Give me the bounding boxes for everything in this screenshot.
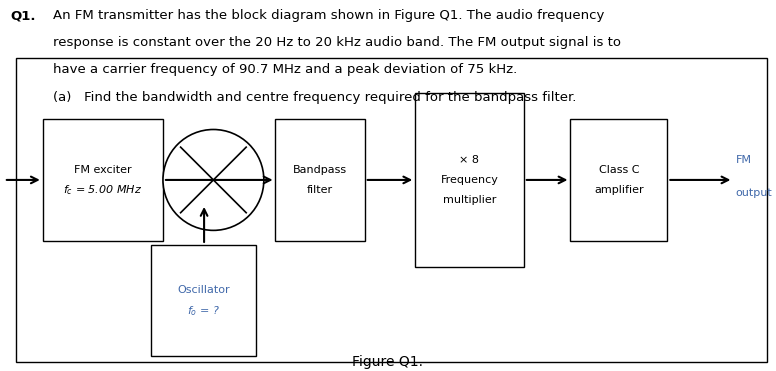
Text: Frequency: Frequency	[441, 175, 498, 185]
Text: amplifier: amplifier	[594, 185, 643, 195]
Bar	[151, 245, 256, 356]
Text: (a)   Find the bandwidth and centre frequency required for the bandpass filter.: (a) Find the bandwidth and centre freque…	[53, 91, 576, 104]
Bar	[43, 119, 163, 241]
Text: Figure Q1.: Figure Q1.	[352, 355, 424, 369]
Bar	[570, 119, 667, 241]
Bar	[16, 58, 767, 362]
Text: have a carrier frequency of 90.7 MHz and a peak deviation of 75 kHz.: have a carrier frequency of 90.7 MHz and…	[53, 63, 517, 76]
Text: output: output	[736, 188, 772, 198]
Text: filter: filter	[307, 185, 333, 195]
Text: FM: FM	[736, 155, 752, 164]
Text: An FM transmitter has the block diagram shown in Figure Q1. The audio frequency: An FM transmitter has the block diagram …	[53, 9, 605, 22]
Text: Oscillator: Oscillator	[178, 285, 230, 295]
Text: $f_o$ = ?: $f_o$ = ?	[187, 304, 220, 318]
Text: FM exciter: FM exciter	[74, 165, 132, 175]
Text: $f_c$ = 5.00 MHz: $f_c$ = 5.00 MHz	[63, 183, 143, 197]
Ellipse shape	[163, 129, 264, 230]
Bar	[275, 119, 365, 241]
Bar	[415, 93, 524, 267]
Text: multiplier: multiplier	[443, 196, 496, 205]
Text: response is constant over the 20 Hz to 20 kHz audio band. The FM output signal i: response is constant over the 20 Hz to 2…	[53, 36, 621, 49]
Text: Bandpass: Bandpass	[293, 165, 347, 175]
Text: Q1.: Q1.	[10, 9, 36, 22]
Text: Class C: Class C	[598, 165, 639, 175]
Text: × 8: × 8	[459, 155, 480, 164]
